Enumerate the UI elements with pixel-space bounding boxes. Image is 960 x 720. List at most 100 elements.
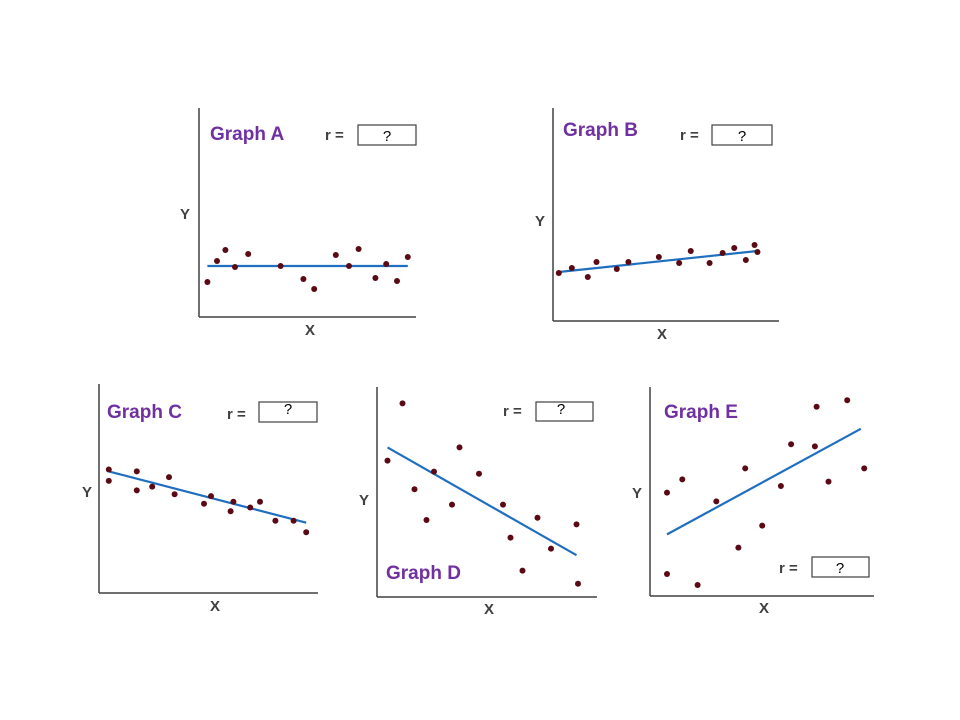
- graph-b-data-point: [625, 259, 632, 265]
- graph-c-data-point: [171, 491, 178, 498]
- graph-c-data-point: [303, 529, 310, 536]
- graph-b-data-point: [719, 250, 726, 256]
- graph-a-plot: [204, 246, 411, 292]
- graph-c-title: Graph C: [107, 402, 182, 423]
- graph-c-r-label: r =: [227, 406, 246, 423]
- graph-e-r-box[interactable]: [811, 556, 870, 578]
- graph-a-r-box[interactable]: [357, 124, 417, 146]
- graph-c-data-point: [201, 500, 207, 507]
- graph-c-data-point: [133, 468, 140, 475]
- graph-d-r-box[interactable]: [535, 401, 594, 422]
- graph-d-data-point: [548, 545, 554, 552]
- graph-b-r-label: r =: [680, 127, 699, 144]
- graph-a-data-point: [232, 264, 238, 270]
- graph-b-data-point: [555, 270, 562, 276]
- graph-c-data-point: [227, 508, 234, 515]
- graph-b: Graph B r = ? Y X: [535, 108, 779, 343]
- graph-b-title: Graph B: [563, 120, 638, 141]
- graph-c-data-point: [149, 483, 156, 490]
- graph-a-data-point: [383, 261, 390, 267]
- graph-a-r-label: r =: [325, 127, 344, 144]
- graph-b-x-label: X: [657, 326, 667, 343]
- graph-d-x-label: X: [484, 601, 494, 618]
- graph-c-data-point: [166, 474, 172, 481]
- graph-e-data-point: [742, 465, 749, 472]
- graph-e-data-point: [759, 522, 766, 529]
- graph-a-data-point: [332, 252, 339, 258]
- graph-e-data-point: [679, 476, 686, 483]
- graph-c-data-point: [272, 517, 279, 524]
- graph-b-r-box[interactable]: [711, 124, 773, 146]
- graph-d-trend-line: [386, 446, 578, 557]
- graph-d-y-label: Y: [359, 492, 369, 509]
- graph-e-y-label: Y: [632, 485, 642, 502]
- graph-a-data-point: [355, 246, 362, 252]
- graph-b-data-point: [751, 242, 758, 248]
- graph-a-title: Graph A: [210, 124, 285, 145]
- graph-e-r-value: ?: [836, 560, 844, 577]
- graph-c-y-label: Y: [82, 484, 92, 501]
- graph-c-r-box[interactable]: [258, 401, 318, 423]
- graph-b-data-point: [584, 274, 591, 280]
- graph-a-data-point: [222, 247, 229, 253]
- graph-d-data-point: [575, 580, 581, 587]
- graph-a-data-point: [311, 286, 318, 292]
- graph-b-data-point: [687, 248, 694, 254]
- graph-b-r-value: ?: [738, 128, 746, 145]
- graph-e-data-point: [844, 397, 851, 404]
- graph-b-data-point: [742, 257, 749, 263]
- graph-a-x-label: X: [305, 322, 315, 339]
- graph-b-y-label: Y: [535, 213, 545, 230]
- graph-d-r-label: r =: [503, 403, 522, 420]
- graph-e-x-label: X: [759, 600, 769, 617]
- graph-d-data-point: [500, 501, 506, 508]
- graph-e-data-point: [777, 483, 784, 489]
- graph-b-data-point: [655, 254, 662, 260]
- graph-a-data-point: [372, 275, 379, 281]
- graph-b-data-point: [731, 245, 738, 251]
- graph-e-data-point: [664, 489, 670, 496]
- graph-d-data-point: [534, 514, 541, 521]
- graph-e-data-point: [861, 465, 868, 472]
- graph-d-r-value: ?: [557, 401, 565, 418]
- graph-e: Graph E Y X r = ?: [632, 387, 874, 617]
- graph-e-data-point: [813, 403, 820, 410]
- graph-e-data-point: [694, 582, 701, 588]
- graph-b-data-point: [676, 260, 683, 266]
- graph-e-trend-line: [666, 427, 862, 536]
- graph-a-y-label: Y: [180, 206, 190, 223]
- graph-b-data-point: [593, 259, 600, 265]
- graph-c-r-value: ?: [284, 401, 292, 418]
- graph-a: Graph A r = ? Y X: [180, 108, 417, 339]
- graph-b-plot: [555, 242, 761, 280]
- graph-e-data-point: [811, 443, 818, 450]
- graph-a-data-point: [204, 279, 211, 285]
- graph-e-data-point: [825, 478, 832, 485]
- graph-a-r-value: ?: [383, 128, 391, 145]
- graph-e-plot: [664, 397, 868, 588]
- graph-a-data-point: [394, 278, 400, 284]
- graph-d-data-point: [507, 534, 514, 541]
- graph-d-data-point: [411, 486, 418, 493]
- graph-d-plot: [384, 400, 581, 587]
- graph-d-title: Graph D: [386, 563, 461, 584]
- graph-a-data-point: [214, 258, 220, 264]
- graph-c-data-point: [247, 504, 254, 511]
- graph-e-data-point: [735, 544, 742, 551]
- graph-c-data-point: [290, 517, 297, 524]
- graph-c-plot: [105, 466, 310, 536]
- graph-e-data-point: [664, 571, 670, 577]
- graph-d: r = ? Y X Graph D: [359, 387, 597, 618]
- graph-d-data-point: [456, 444, 463, 451]
- graph-c-trend-line: [108, 470, 307, 524]
- graph-a-data-point: [277, 263, 284, 269]
- graph-a-data-point: [245, 251, 252, 257]
- graph-e-data-point: [713, 498, 720, 505]
- graph-d-data-point: [431, 468, 437, 475]
- graph-a-data-point: [300, 276, 307, 282]
- graph-d-data-point: [476, 470, 482, 477]
- graph-c-data-point: [105, 477, 112, 484]
- graph-e-r-label: r =: [779, 560, 798, 577]
- graph-d-data-point: [573, 521, 580, 528]
